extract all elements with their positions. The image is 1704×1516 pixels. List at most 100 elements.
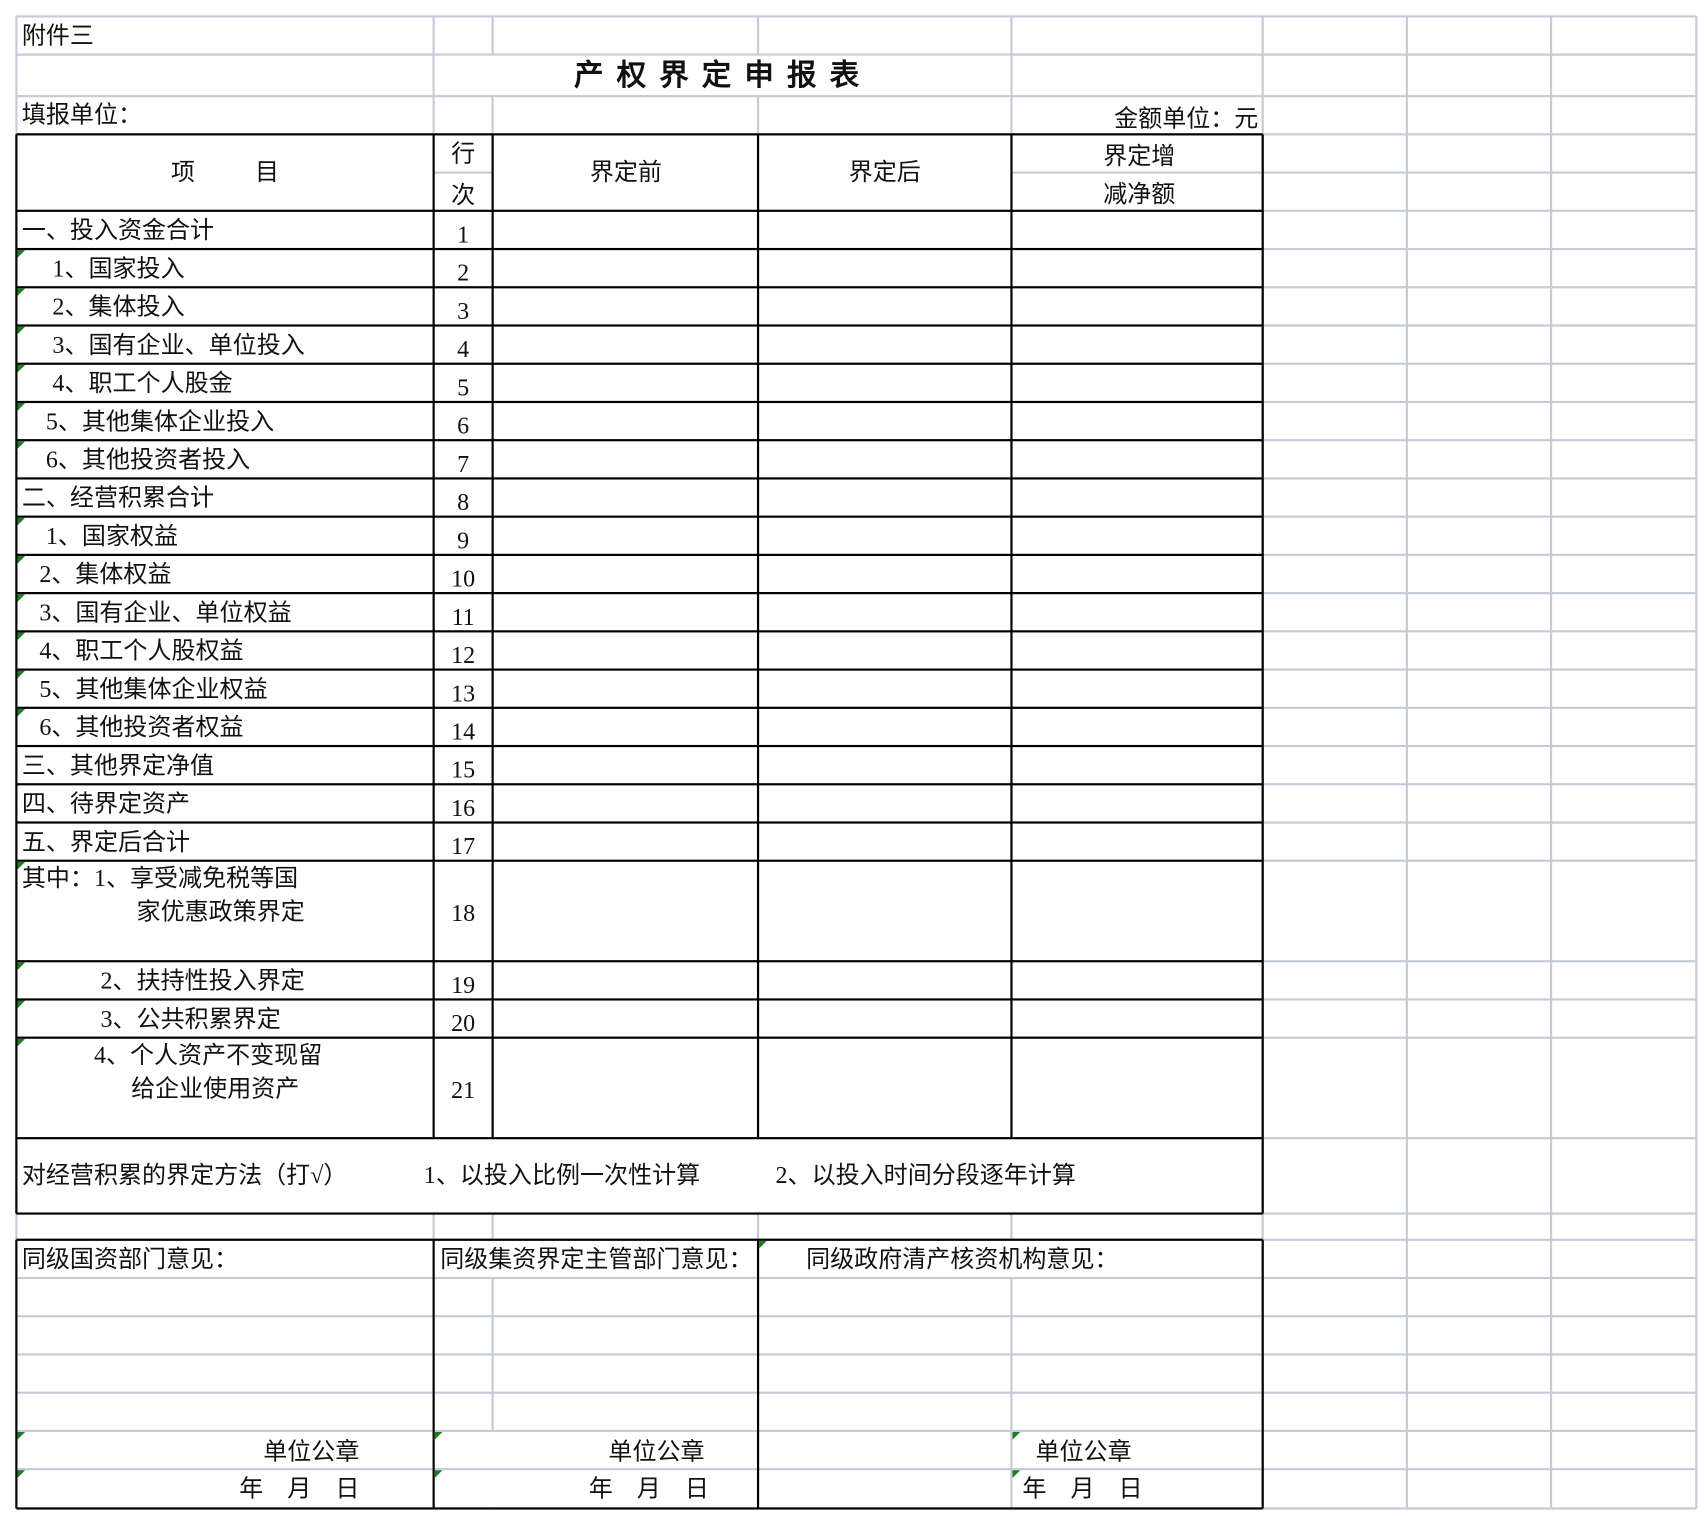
cell-before[interactable] [495, 366, 756, 400]
cell-before[interactable] [495, 672, 756, 706]
error-indicator-icon [17, 326, 26, 335]
cell-after[interactable] [760, 366, 1009, 400]
cell-net-change[interactable] [1014, 672, 1261, 706]
cell-before[interactable] [495, 481, 756, 515]
cell-after[interactable] [760, 213, 1009, 247]
cell-after[interactable] [760, 404, 1009, 438]
cell-after[interactable] [760, 481, 1009, 515]
gridline [1406, 16, 1408, 1509]
row-number: 16 [451, 794, 476, 822]
cell-net-change[interactable] [1014, 825, 1261, 859]
cell-before[interactable] [495, 519, 756, 553]
cell-net-change[interactable] [1014, 289, 1261, 323]
cell-after[interactable] [760, 328, 1009, 362]
cell-net-change[interactable] [1014, 557, 1261, 591]
cell-after[interactable] [760, 442, 1009, 476]
gridline [16, 1430, 1263, 1432]
cell-net-change[interactable] [1014, 251, 1261, 285]
cell-net-change[interactable] [1014, 1040, 1261, 1136]
cell-before[interactable] [495, 963, 756, 997]
cell-before[interactable] [495, 328, 756, 362]
cell-before[interactable] [495, 557, 756, 591]
border-line [16, 477, 1263, 480]
date-label: 年 月 日 [239, 1474, 360, 1502]
border-line [16, 515, 1263, 518]
row-label: 3、公共积累界定 [100, 1004, 281, 1033]
header-before: 界定前 [589, 158, 662, 186]
cell-net-change[interactable] [1014, 963, 1261, 997]
cell-before[interactable] [495, 404, 756, 438]
border-line [16, 133, 1263, 136]
row-label: 5、其他集体企业权益 [39, 675, 268, 703]
cell-after[interactable] [760, 557, 1009, 591]
cell-before[interactable] [495, 748, 756, 782]
cell-after[interactable] [760, 963, 1009, 997]
cell-net-change[interactable] [1014, 404, 1261, 438]
cell-net-change[interactable] [1014, 366, 1261, 400]
border-line [756, 1239, 760, 1509]
border-line [16, 553, 1263, 556]
header-row-no: 次 [451, 181, 476, 209]
cell-net-change[interactable] [1014, 328, 1261, 362]
border-line [1261, 1138, 1264, 1214]
border-line [16, 592, 1263, 595]
cell-net-change[interactable] [1014, 213, 1261, 247]
cell-after[interactable] [760, 251, 1009, 285]
cell-net-change[interactable] [1014, 863, 1261, 959]
row-number: 12 [451, 641, 476, 669]
cell-after[interactable] [760, 595, 1009, 629]
cell-after[interactable] [760, 634, 1009, 668]
row-label: 2、集体投入 [52, 292, 185, 321]
cell-after[interactable] [760, 710, 1009, 744]
cell-net-change[interactable] [1014, 710, 1261, 744]
cell-net-change[interactable] [1014, 786, 1261, 820]
cell-after[interactable] [760, 786, 1009, 820]
cell-before[interactable] [495, 251, 756, 285]
cell-after[interactable] [760, 863, 1009, 959]
error-indicator-icon [434, 1470, 443, 1478]
seal-label: 单位公章 [608, 1437, 705, 1465]
cell-before[interactable] [495, 710, 756, 744]
error-indicator-icon [17, 594, 26, 602]
cell-before[interactable] [495, 634, 756, 668]
cell-before[interactable] [495, 825, 756, 859]
error-indicator-icon [1012, 1432, 1021, 1440]
cell-after[interactable] [760, 1040, 1009, 1136]
cell-before[interactable] [495, 595, 756, 629]
seal-label: 单位公章 [1035, 1437, 1132, 1465]
seal-label: 单位公章 [263, 1437, 360, 1465]
cell-after[interactable] [760, 519, 1009, 553]
cell-before[interactable] [495, 213, 756, 247]
row-label: 一、投入资金合计 [21, 216, 215, 244]
border-line [16, 744, 1263, 748]
cell-net-change[interactable] [1014, 519, 1261, 553]
cell-after[interactable] [760, 289, 1009, 323]
error-indicator-icon [17, 1000, 26, 1009]
cell-before[interactable] [495, 786, 756, 820]
cell-net-change[interactable] [1014, 481, 1261, 515]
cell-after[interactable] [760, 1002, 1009, 1036]
cell-after[interactable] [760, 672, 1009, 706]
border-line [491, 134, 494, 1139]
gridline [1011, 171, 1263, 174]
cell-before[interactable] [495, 442, 756, 476]
row-label: 其中：1、享受减免税等国 [21, 864, 299, 892]
row-label: 给企业使用资产 [131, 1074, 300, 1103]
cell-after[interactable] [760, 825, 1009, 859]
cell-before[interactable] [495, 1002, 756, 1036]
error-indicator-icon [17, 288, 26, 297]
cell-net-change[interactable] [1014, 595, 1261, 629]
opinion-label: 同级国资部门意见： [21, 1245, 239, 1273]
opinion-label: 同级政府清产核资机构意见： [806, 1245, 1119, 1273]
method-option-2[interactable]: 2、以投入时间分段逐年计算 [775, 1161, 1076, 1189]
cell-net-change[interactable] [1014, 1002, 1261, 1036]
cell-net-change[interactable] [1014, 748, 1261, 782]
cell-after[interactable] [760, 748, 1009, 782]
method-option-1[interactable]: 1、以投入比例一次性计算 [423, 1161, 701, 1189]
cell-before[interactable] [495, 863, 756, 959]
cell-before[interactable] [495, 1040, 756, 1136]
cell-before[interactable] [495, 289, 756, 323]
cell-net-change[interactable] [1014, 442, 1261, 476]
row-label: 3、国有企业、单位权益 [39, 598, 292, 626]
cell-net-change[interactable] [1014, 634, 1261, 668]
